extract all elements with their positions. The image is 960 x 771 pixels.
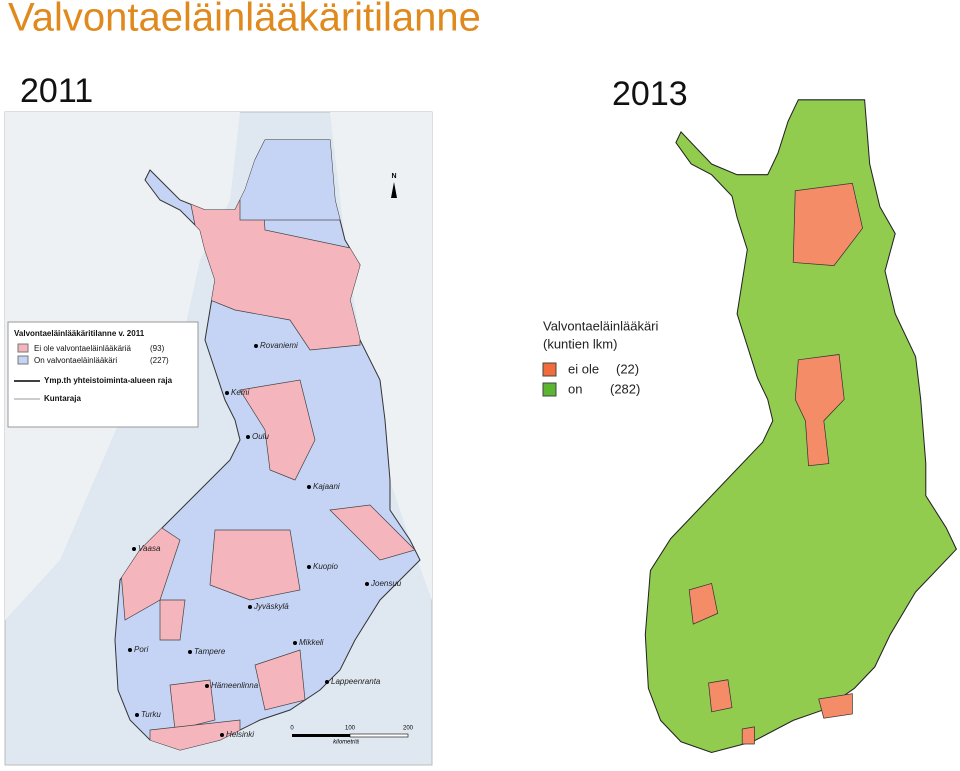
city-dot	[246, 435, 250, 439]
legend-swatch	[542, 382, 557, 397]
city-label: Helsinki	[226, 730, 254, 739]
city-dot	[225, 391, 229, 395]
legend-count: (93)	[150, 344, 165, 353]
city-label: Kuopio	[313, 562, 338, 571]
city-dot	[128, 648, 132, 652]
legend-label: Kuntaraja	[44, 394, 81, 403]
city-dot	[135, 713, 139, 717]
scale-tick: 200	[403, 726, 414, 732]
cities: Rovaniemi Kemi Oulu Kajaani Vaasa Kuopio…	[128, 341, 402, 739]
legend-subtitle: (kuntien lkm)	[543, 336, 617, 351]
city-dot	[248, 605, 252, 609]
city-label: Mikkeli	[299, 638, 324, 647]
scale-unit: kilometriä	[333, 740, 359, 746]
land-background	[330, 112, 432, 600]
city-dot	[254, 344, 258, 348]
scale-segment	[349, 733, 409, 738]
city-label: Hämeenlinna	[211, 681, 259, 690]
city-label: Pori	[134, 645, 148, 654]
city-dot	[307, 565, 311, 569]
legend-label: Ymp.th yhteistoiminta-alueen raja	[44, 376, 173, 385]
scale-tick: 100	[345, 726, 356, 732]
city-label: Oulu	[252, 432, 269, 441]
city-label: Rovaniemi	[260, 341, 298, 350]
city-dot	[205, 684, 209, 688]
city-label: Turku	[141, 710, 161, 719]
legend-count: (22)	[616, 361, 639, 376]
legend-swatch	[17, 343, 29, 353]
legend-label: Ei ole valvontaeläinlääkäriä	[34, 344, 132, 353]
city-label: Jyväskylä	[253, 602, 289, 611]
city-dot	[365, 582, 369, 586]
scale-bar: 0 100 200 kilometriä	[290, 726, 413, 746]
legend-count: (282)	[610, 381, 640, 396]
legend-label: ei ole	[568, 361, 599, 376]
city-dot	[188, 650, 192, 654]
scale-tick: 0	[290, 726, 294, 732]
city-dot	[293, 641, 297, 645]
regions-ei-ole	[688, 182, 863, 745]
city-dot	[220, 733, 224, 737]
legend	[7, 321, 199, 428]
legend-title: Valvontaeläinlääkäritilanne v. 2011	[14, 329, 145, 338]
north-arrow	[391, 182, 397, 198]
scale-segment	[292, 734, 350, 737]
city-dot	[307, 485, 311, 489]
legend-title: Valvontaeläinlääkäri	[543, 318, 658, 333]
city-label: Kemi	[231, 388, 249, 397]
year-2013: 2013	[612, 75, 688, 113]
city-label: Vaasa	[138, 544, 161, 553]
legend-label: On valvontaeläinlääkäri	[34, 356, 117, 365]
legend-count: (227)	[150, 356, 169, 365]
slide-title: Valvontaeläinlääkäritilanne	[8, 0, 481, 40]
city-dot	[325, 680, 329, 684]
legend-swatch	[542, 362, 557, 377]
map-2013: Valvontaeläinlääkäri (kuntien lkm) ei ol…	[542, 99, 957, 754]
year-2011: 2011	[20, 72, 93, 110]
map-2011: Valvontaeläinlääkäritilanne v. 2011 Ei o…	[4, 111, 433, 766]
north-label: N	[391, 173, 396, 180]
city-label: Kajaani	[313, 482, 340, 491]
city-label: Lappeenranta	[331, 677, 381, 686]
legend-swatch	[17, 355, 29, 365]
city-label: Joensuu	[370, 579, 402, 588]
city-label: Tampere	[194, 647, 226, 656]
legend-label: on	[568, 381, 582, 396]
city-dot	[132, 547, 136, 551]
